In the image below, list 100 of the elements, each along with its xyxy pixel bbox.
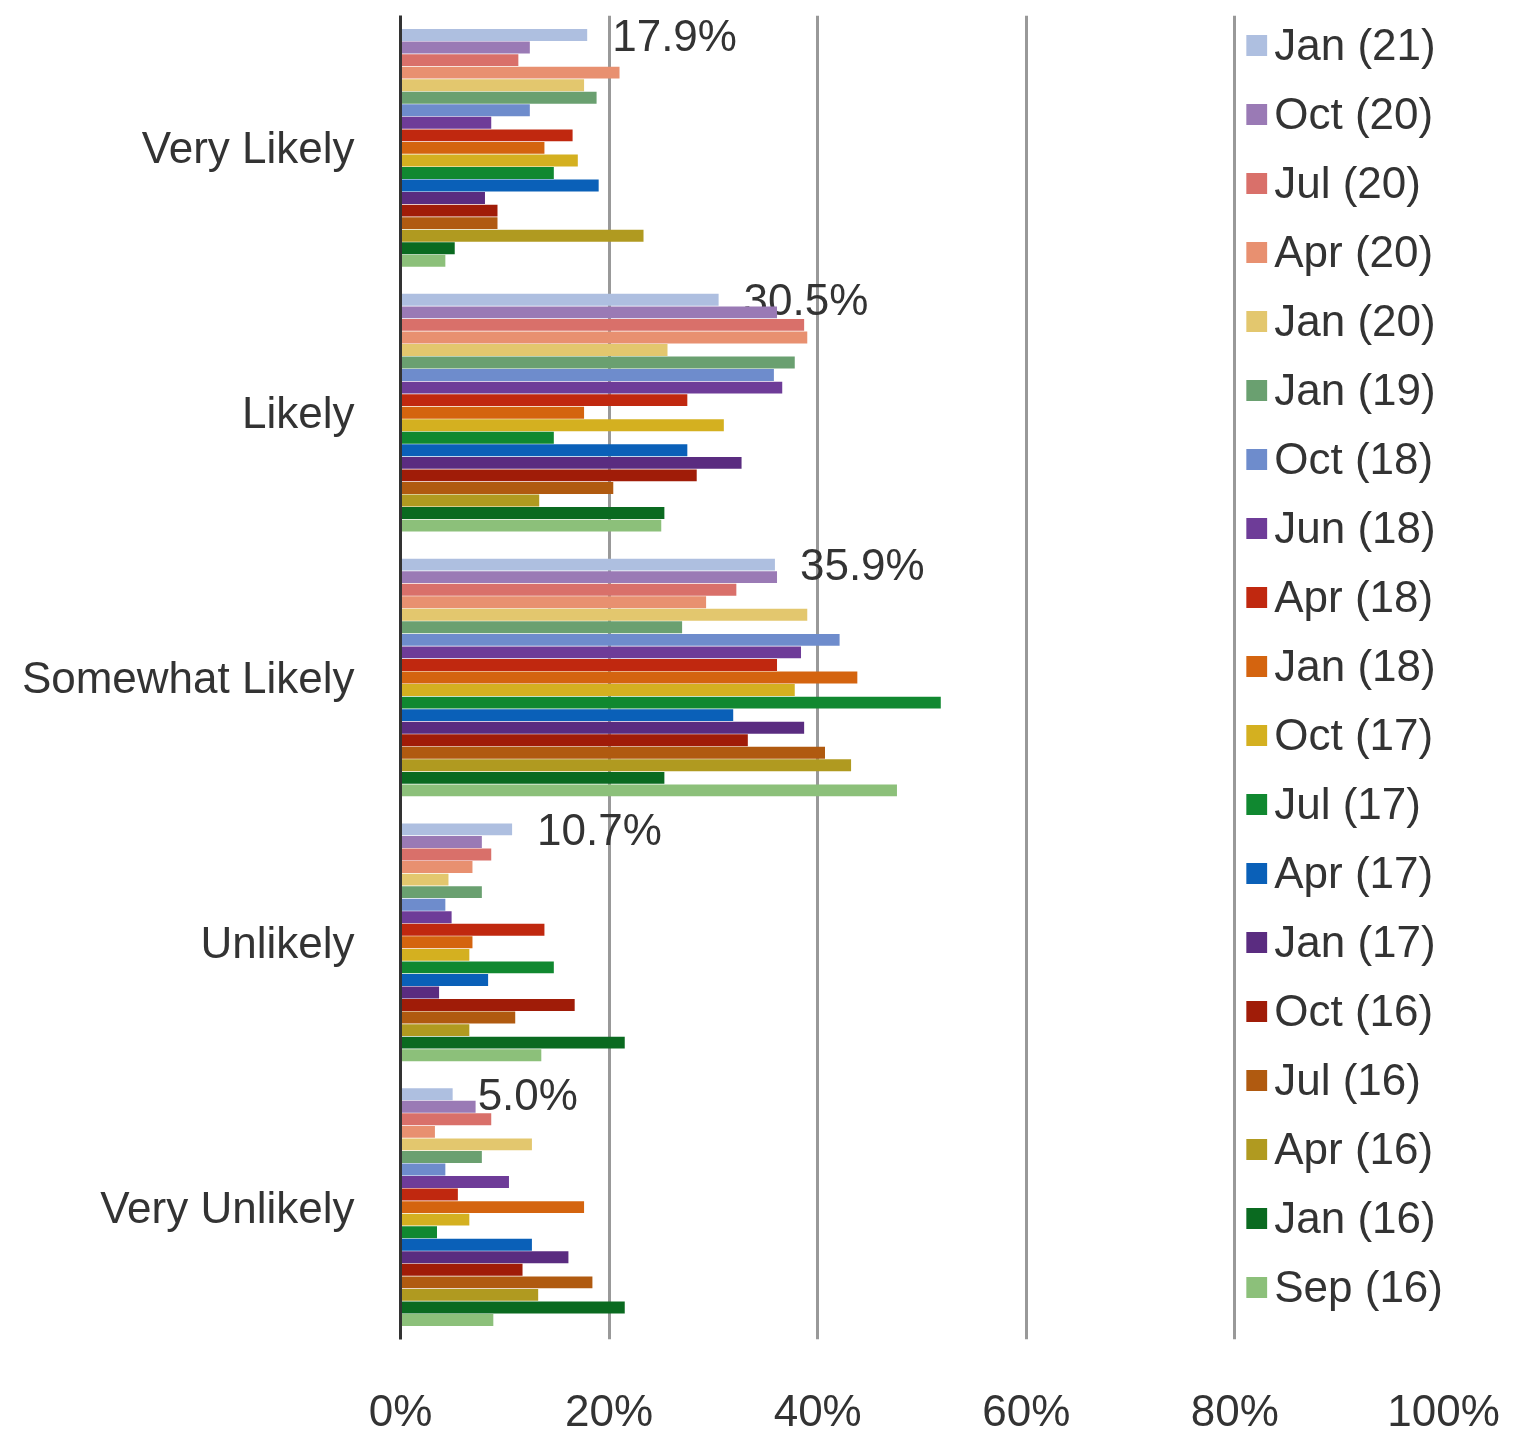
bar	[400, 29, 588, 41]
bar	[400, 1226, 438, 1239]
legend-label: Jul (16)	[1274, 1054, 1421, 1106]
bar	[400, 519, 662, 532]
bar	[400, 204, 498, 217]
bar	[400, 836, 482, 848]
bar	[400, 482, 614, 494]
legend-label: Apr (18)	[1274, 571, 1434, 623]
bar	[400, 54, 519, 67]
legend-label: Jul (17)	[1274, 778, 1421, 830]
bar	[400, 116, 492, 129]
bar	[400, 621, 683, 634]
legend-label: Oct (16)	[1274, 985, 1434, 1037]
bar	[400, 596, 707, 609]
bar	[400, 469, 697, 482]
bar	[400, 1188, 458, 1201]
x-tick-label: 0%	[368, 1385, 433, 1435]
bar	[400, 571, 778, 584]
bar	[400, 848, 492, 861]
bar	[400, 79, 585, 92]
data-label: 10.7%	[537, 804, 662, 854]
legend-label: Jan (16)	[1274, 1192, 1436, 1244]
bar	[400, 381, 783, 394]
data-label: 17.9%	[612, 10, 737, 60]
bar	[400, 1238, 532, 1251]
bar	[400, 1138, 532, 1151]
bar	[400, 696, 941, 709]
legend-label: Oct (18)	[1274, 433, 1434, 485]
legend-label: Jun (18)	[1274, 502, 1436, 554]
bar	[400, 66, 620, 79]
legend-label: Apr (16)	[1274, 1123, 1434, 1175]
bar	[400, 659, 778, 671]
bar	[400, 344, 668, 356]
bar	[400, 1036, 625, 1049]
y-tick-label: Somewhat Likely	[21, 653, 355, 702]
y-tick-label: Very Unlikely	[100, 1182, 355, 1232]
bar	[400, 1088, 453, 1101]
bar	[400, 1301, 625, 1314]
bar	[400, 734, 748, 747]
bar	[400, 356, 795, 369]
legend-label: Oct (20)	[1274, 88, 1434, 140]
bar	[400, 254, 446, 267]
bar	[400, 318, 805, 331]
bar	[400, 129, 573, 142]
bar	[400, 583, 737, 596]
bar	[400, 746, 825, 759]
x-tick-label: 40%	[773, 1385, 862, 1435]
bar	[400, 873, 449, 886]
bar	[400, 217, 498, 230]
legend-label: Sep (16)	[1274, 1261, 1443, 1313]
legend-label: Jan (19)	[1274, 364, 1436, 416]
x-tick-label: 80%	[1190, 1385, 1279, 1435]
bar	[400, 1251, 569, 1264]
bar	[400, 646, 802, 659]
bar	[400, 973, 489, 986]
bar	[400, 671, 858, 684]
bar	[400, 1125, 435, 1138]
bar	[400, 406, 585, 419]
legend-label: Jan (20)	[1274, 295, 1436, 347]
y-tick-label: Unlikely	[200, 917, 355, 967]
legend-label: Jul (20)	[1274, 157, 1421, 209]
data-label: 35.9%	[799, 540, 925, 590]
bar	[400, 961, 554, 974]
bar	[400, 494, 540, 507]
legend-label: Jan (18)	[1274, 640, 1436, 692]
bar	[400, 431, 554, 444]
bar	[400, 154, 578, 167]
bar	[400, 936, 473, 949]
bar	[400, 1288, 539, 1301]
bar	[400, 1263, 523, 1276]
bar	[400, 293, 719, 306]
legend-label: Jan (17)	[1274, 916, 1436, 968]
bar	[400, 507, 665, 519]
bar	[400, 898, 446, 911]
bar	[400, 1011, 516, 1024]
bar	[400, 1201, 585, 1214]
bar	[400, 886, 482, 899]
bar	[400, 331, 808, 344]
bar	[400, 444, 688, 457]
bar	[400, 633, 840, 646]
bar	[400, 1024, 470, 1037]
bar	[400, 1150, 482, 1163]
bar	[400, 394, 688, 407]
legend-label: Jan (21)	[1274, 19, 1436, 71]
bar	[400, 784, 897, 797]
bar	[400, 229, 644, 242]
y-tick-label: Very Likely	[141, 123, 355, 173]
data-label: 5.0%	[477, 1069, 578, 1119]
bar	[400, 759, 852, 772]
legend-label: Oct (17)	[1274, 709, 1434, 761]
bar	[400, 104, 530, 117]
bar	[400, 1276, 593, 1289]
bar	[400, 167, 554, 179]
bar	[400, 771, 665, 784]
bar	[400, 242, 455, 255]
x-tick-label: 100%	[1387, 1385, 1500, 1435]
bar	[400, 419, 724, 432]
bar	[400, 1213, 470, 1226]
bar	[400, 1049, 542, 1062]
bar	[400, 911, 452, 924]
